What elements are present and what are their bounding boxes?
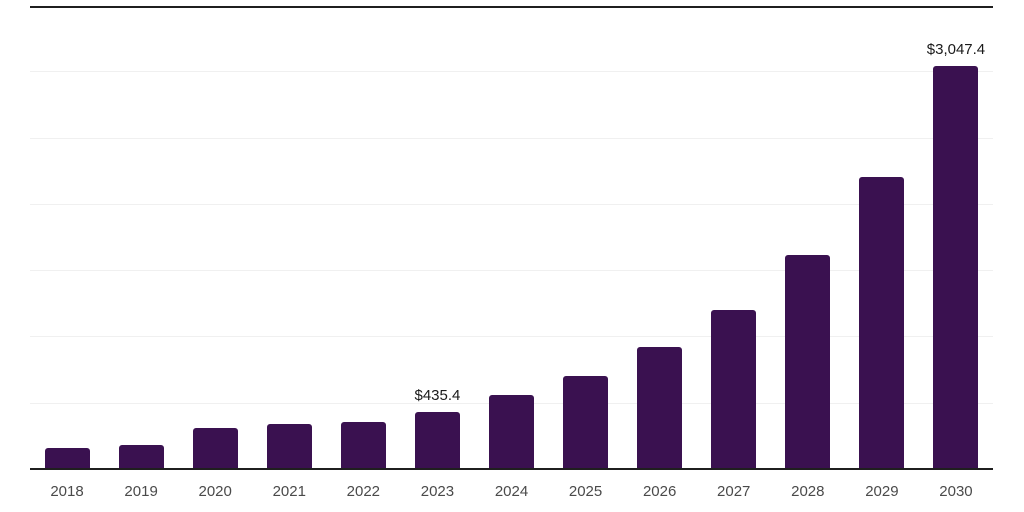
bar-2021 bbox=[266, 423, 312, 470]
x-tick-2024: 2024 bbox=[494, 483, 529, 500]
x-tick-2027: 2027 bbox=[717, 483, 751, 500]
x-tick-2029: 2029 bbox=[865, 483, 899, 500]
x-axis-line bbox=[30, 468, 993, 470]
plot-top-border bbox=[30, 6, 993, 8]
x-tick-2018: 2018 bbox=[50, 483, 84, 500]
gridline-2500 bbox=[30, 137, 993, 139]
gridline-2000 bbox=[30, 203, 993, 205]
bar-2025 bbox=[563, 375, 609, 470]
x-tick-2019: 2019 bbox=[124, 483, 158, 500]
gridline-3000 bbox=[30, 71, 993, 73]
x-tick-2025: 2025 bbox=[568, 483, 603, 500]
bar-2027 bbox=[711, 309, 757, 470]
gridline-1000 bbox=[30, 336, 993, 338]
bar-2024 bbox=[489, 395, 534, 470]
bar-2018 bbox=[44, 448, 90, 470]
x-tick-2022: 2022 bbox=[346, 483, 381, 500]
bar-2026 bbox=[637, 347, 683, 470]
bar-2029 bbox=[859, 177, 905, 470]
bar-2022 bbox=[340, 422, 386, 470]
x-tick-2020: 2020 bbox=[198, 483, 232, 500]
value-label-2030: $3,047.4 bbox=[926, 41, 986, 59]
plot-area: $435.4 $3,047.4 bbox=[30, 6, 993, 470]
bar-2028 bbox=[785, 255, 831, 470]
x-tick-2023: 2023 bbox=[420, 483, 455, 500]
gridline-1500 bbox=[30, 270, 993, 272]
bar-2020 bbox=[192, 428, 238, 470]
x-axis-labels: 2018 2019 2020 2021 2022 2023 2024 2025 2026 2027… bbox=[30, 482, 993, 504]
bar-2023 bbox=[414, 412, 460, 470]
value-label-2023: $435.4 bbox=[414, 387, 461, 405]
x-tick-2026: 2026 bbox=[642, 483, 677, 500]
x-tick-2028: 2028 bbox=[791, 483, 825, 500]
bar-2030 bbox=[933, 66, 979, 470]
bar-2019 bbox=[118, 445, 164, 470]
x-tick-2021: 2021 bbox=[272, 483, 306, 500]
x-tick-2030: 2030 bbox=[939, 483, 973, 500]
